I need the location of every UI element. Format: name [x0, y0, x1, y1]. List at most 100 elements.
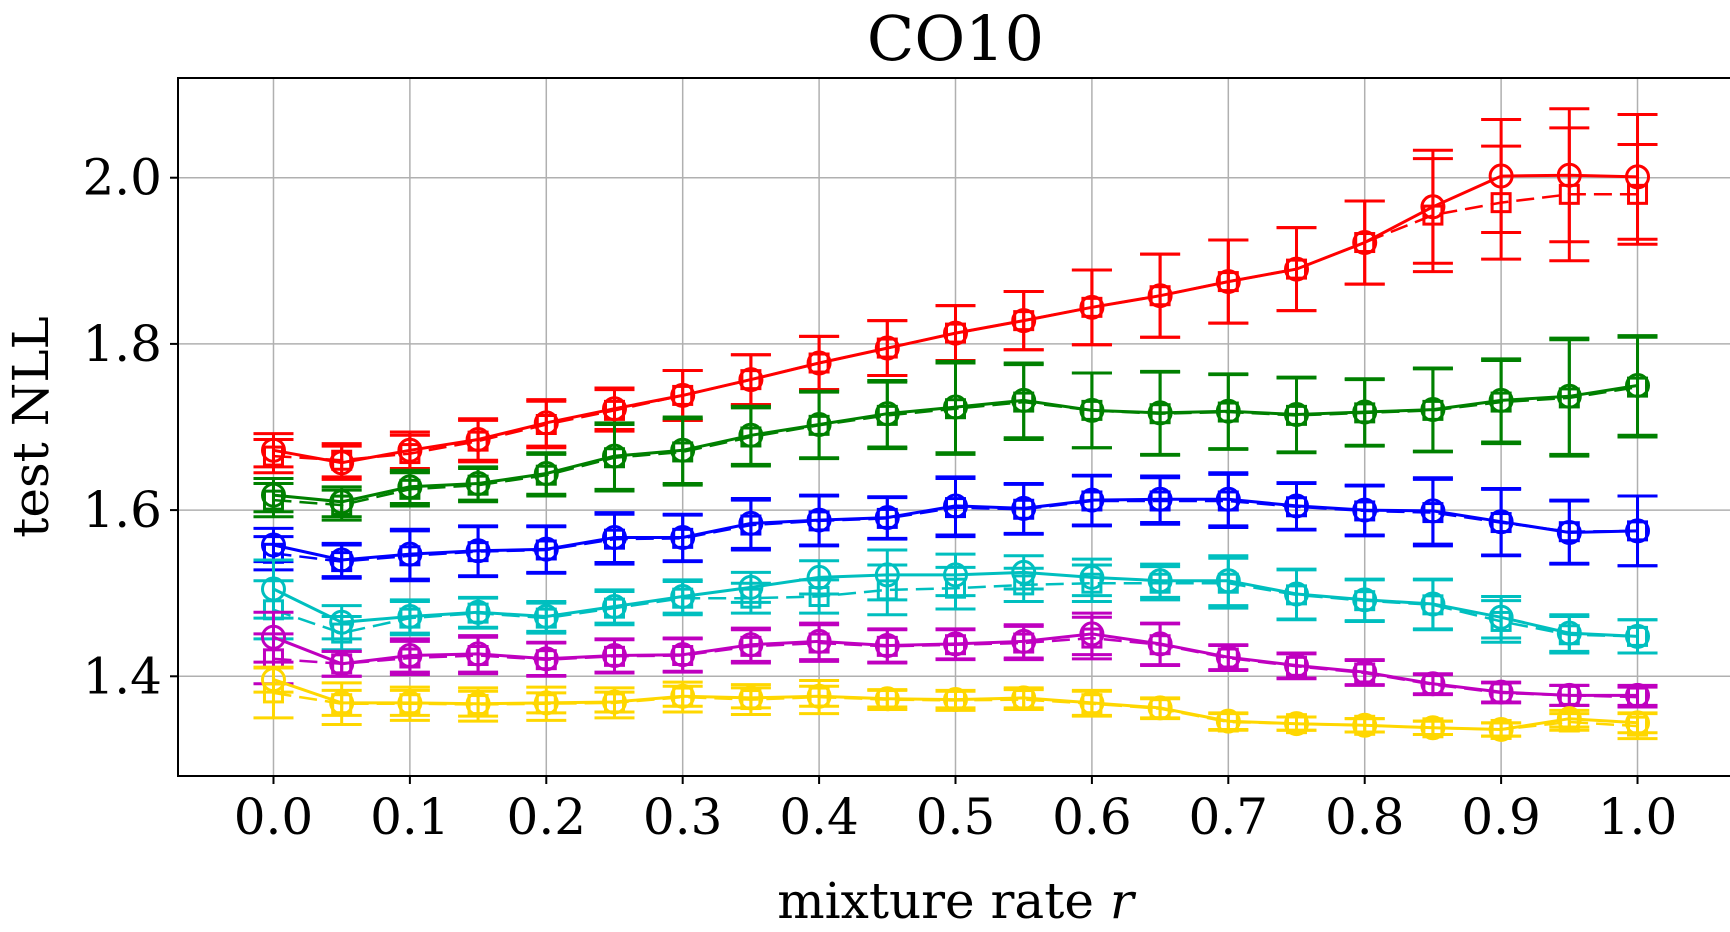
y-tick-label: 1.8: [82, 315, 162, 373]
circle-marker: [260, 532, 286, 558]
circle-marker: [1147, 283, 1173, 309]
x-tick-label: 0.0: [234, 788, 314, 846]
circle-marker: [1079, 487, 1105, 513]
circle-marker: [1625, 710, 1651, 736]
x-axis-label-text: mixture rate: [777, 872, 1094, 930]
x-axis-ticks: 0.0 0.1 0.2 0.3 0.4 0.5 0.6 0.7 0.8 0.9 1.0: [234, 776, 1678, 846]
circle-marker: [465, 691, 491, 717]
circle-marker: [1556, 162, 1582, 188]
circle-marker: [260, 576, 286, 602]
circle-marker: [806, 507, 832, 533]
x-axis-label-var: r: [1110, 872, 1137, 930]
x-tick-label: 1.0: [1598, 788, 1678, 846]
y-axis-ticks: 1.4 1.6 1.8 2.0: [82, 149, 178, 705]
square-marker: [1490, 718, 1512, 740]
circle-marker: [533, 646, 559, 672]
circle-marker: [738, 632, 764, 658]
series-2: [253, 471, 1658, 583]
series-0: [253, 107, 1658, 481]
circle-marker: [1284, 493, 1310, 519]
circle-marker: [260, 624, 286, 650]
circle-marker: [738, 422, 764, 448]
circle-marker: [738, 510, 764, 536]
circle-marker: [1011, 308, 1037, 334]
circle-marker: [1215, 269, 1241, 295]
x-axis-label: mixture rate r: [777, 872, 1137, 930]
circle-marker: [1625, 518, 1651, 544]
circle-marker: [806, 628, 832, 654]
circle-marker: [1147, 486, 1173, 512]
circle-marker: [1420, 194, 1446, 220]
circle-marker: [1488, 604, 1514, 630]
circle-marker: [397, 643, 423, 669]
circle-marker: [806, 350, 832, 376]
circle-marker: [670, 683, 696, 709]
circle-marker: [465, 599, 491, 625]
y-tick-label: 1.6: [82, 481, 162, 539]
circle-marker: [1147, 568, 1173, 594]
circle-marker: [1625, 682, 1651, 708]
circle-marker: [943, 394, 968, 420]
circle-marker: [329, 450, 355, 476]
circle-marker: [1215, 398, 1241, 424]
circle-marker: [943, 493, 968, 519]
circle-marker: [1420, 671, 1446, 697]
circle-marker: [465, 641, 491, 667]
circle-marker: [1352, 399, 1378, 425]
circle-marker: [806, 412, 832, 438]
circle-marker: [1079, 294, 1105, 320]
circle-marker: [329, 651, 355, 677]
circle-marker: [738, 574, 764, 600]
circle-marker: [397, 690, 423, 716]
circle-marker: [1556, 383, 1582, 409]
circle-marker: [1147, 631, 1173, 657]
series-4: [253, 610, 1658, 709]
circle-marker: [1625, 164, 1651, 190]
x-tick-label: 0.5: [916, 788, 996, 846]
circle-marker: [1215, 644, 1241, 670]
circle-marker: [533, 603, 559, 629]
circle-marker: [1079, 397, 1105, 423]
circle-marker: [601, 593, 627, 619]
circle-marker: [1352, 659, 1378, 685]
circle-marker: [1284, 581, 1310, 607]
circle-marker: [1284, 402, 1310, 428]
circle-marker: [874, 505, 900, 531]
circle-marker: [397, 437, 423, 463]
circle-marker: [397, 474, 423, 500]
y-tick-label: 2.0: [82, 149, 162, 207]
x-tick-label: 0.4: [779, 788, 859, 846]
circle-marker: [465, 538, 491, 564]
circle-marker: [1011, 685, 1037, 711]
square-marker: [1286, 713, 1308, 735]
x-tick-label: 0.1: [370, 788, 450, 846]
circle-marker: [1556, 620, 1582, 646]
circle-marker: [943, 687, 968, 713]
circle-marker: [601, 689, 627, 715]
circle-marker: [1215, 708, 1241, 734]
circle-marker: [533, 410, 559, 436]
circle-marker: [1420, 591, 1446, 617]
x-tick-label: 0.9: [1461, 788, 1541, 846]
circle-marker: [397, 603, 423, 629]
circle-marker: [738, 685, 764, 711]
circle-marker: [1215, 486, 1241, 512]
circle-marker: [1079, 621, 1105, 647]
circle-marker: [601, 443, 627, 469]
circle-marker: [806, 683, 832, 709]
chart-title: CO10: [867, 2, 1044, 75]
series-1: [253, 334, 1658, 522]
circle-marker: [1625, 372, 1651, 398]
y-tick-label: 1.4: [82, 647, 162, 705]
circle-marker: [260, 667, 286, 693]
circle-marker: [1215, 568, 1241, 594]
circle-marker: [1488, 387, 1514, 413]
circle-marker: [533, 461, 559, 487]
circle-marker: [1352, 230, 1378, 256]
square-marker: [1422, 717, 1444, 739]
series-layer: [253, 107, 1658, 742]
circle-marker: [260, 482, 286, 508]
circle-marker: [260, 437, 286, 463]
circle-marker: [1420, 397, 1446, 423]
